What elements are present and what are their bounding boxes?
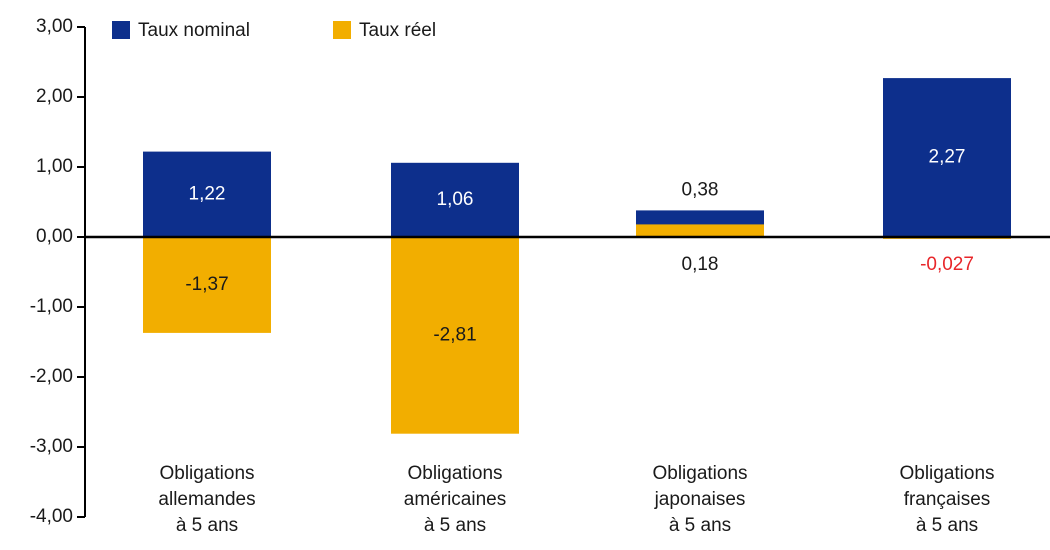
legend-swatch	[333, 21, 351, 39]
x-tick-label: françaises	[904, 489, 991, 510]
x-tick-label: à 5 ans	[424, 515, 486, 536]
y-tick-label: 2,00	[36, 86, 73, 107]
x-tick-label: à 5 ans	[916, 515, 978, 536]
x-tick-label: à 5 ans	[669, 515, 731, 536]
value-label: 0,38	[682, 179, 719, 200]
x-tick-label: Obligations	[159, 463, 254, 484]
bar	[636, 224, 764, 237]
y-tick-label: -1,00	[30, 296, 73, 317]
y-tick-label: -4,00	[30, 506, 73, 527]
bar	[391, 237, 519, 434]
x-tick-label: Obligations	[899, 463, 994, 484]
y-tick-label: 1,00	[36, 156, 73, 177]
y-tick-label: 3,00	[36, 16, 73, 37]
value-label: 1,22	[189, 183, 226, 204]
legend-label: Taux nominal	[138, 20, 250, 41]
y-tick-label: -3,00	[30, 436, 73, 457]
legend-swatch	[112, 21, 130, 39]
bar	[883, 78, 1011, 237]
x-tick-label: américaines	[404, 489, 506, 510]
bar	[143, 151, 271, 237]
x-tick-label: à 5 ans	[176, 515, 238, 536]
value-label: -2,81	[433, 324, 476, 345]
value-label: 0,18	[682, 254, 719, 275]
legend-label: Taux réel	[359, 20, 436, 41]
bar	[391, 162, 519, 237]
x-tick-label: allemandes	[158, 489, 255, 510]
x-tick-label: japonaises	[654, 489, 746, 510]
bar	[143, 237, 271, 333]
value-label: -0,027	[920, 254, 974, 275]
value-label: 1,06	[437, 189, 474, 210]
x-tick-label: Obligations	[407, 463, 502, 484]
x-tick-label: Obligations	[652, 463, 747, 484]
value-label: 2,27	[929, 147, 966, 168]
value-label: -1,37	[185, 274, 228, 295]
y-tick-label: -2,00	[30, 366, 73, 387]
y-tick-label: 0,00	[36, 226, 73, 247]
